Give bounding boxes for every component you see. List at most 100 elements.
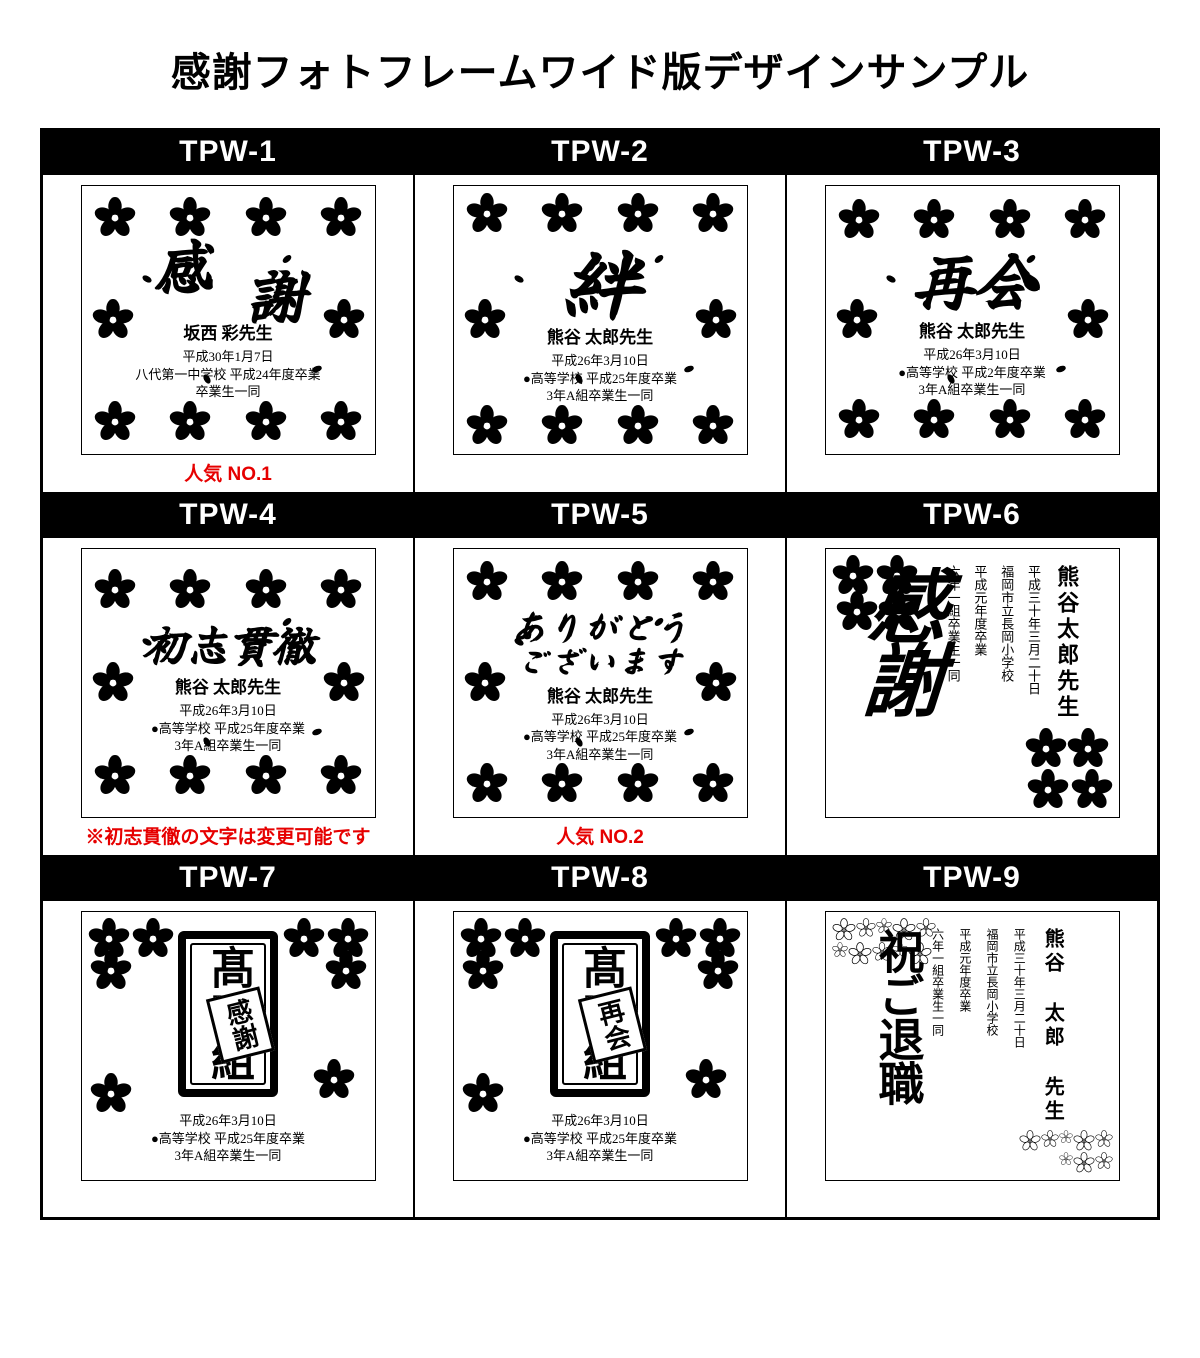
sakura-icon <box>692 405 734 447</box>
design-box: 初志貫徹 熊谷 太郎先生 平成26年3月10日 ●高等学校 平成25年度卒業3年… <box>81 548 376 818</box>
sample-grid: TPW-1 <box>40 128 1160 1220</box>
sakura-icon <box>323 299 365 341</box>
sakura-outline-icon <box>876 918 892 934</box>
design-info: 熊谷 太郎先生 平成26年3月10日 ●高等学校 平成25年度卒業3年A組卒業生… <box>523 327 677 405</box>
sample-id: TPW-3 <box>787 131 1157 175</box>
sample-id: TPW-7 <box>43 857 413 901</box>
sakura-icon <box>320 569 362 611</box>
sakura-icon <box>92 299 134 341</box>
design-box: 熊谷 太郎 先生 平成三十年三月二十日福岡市立長岡小学校平成元年度卒業六年一組卒… <box>825 911 1120 1181</box>
flower-row <box>462 763 739 805</box>
sakura-outline-icon <box>1073 1152 1095 1174</box>
sample-cell: TPW-7 <box>42 856 414 1218</box>
sakura-icon <box>245 197 287 239</box>
sakura-icon <box>1027 769 1069 811</box>
sakura-icon <box>541 561 583 603</box>
sakura-icon <box>1067 728 1109 770</box>
design-info: 熊谷 太郎先生 平成26年3月10日 ●高等学校 平成25年度卒業3年A組卒業生… <box>151 677 305 755</box>
sakura-outline-icon <box>1059 1152 1073 1166</box>
sakura-icon <box>320 755 362 797</box>
sample-cell: TPW-4 <box>42 493 414 856</box>
sakura-icon <box>541 763 583 805</box>
sakura-outline-icon <box>1095 1130 1113 1148</box>
sakura-icon <box>320 197 362 239</box>
sakura-icon <box>169 401 211 443</box>
sakura-icon <box>836 299 878 341</box>
main-brush: 感謝 <box>855 565 941 713</box>
sample-caption <box>969 822 974 848</box>
design-info: 平成26年3月10日 ●高等学校 平成25年度卒業3年A組卒業生一同 <box>151 1112 305 1165</box>
sakura-icon <box>466 561 508 603</box>
sample-id: TPW-6 <box>787 494 1157 538</box>
sakura-icon <box>92 662 134 704</box>
flower-row <box>90 755 367 797</box>
sample-caption <box>969 1185 974 1211</box>
sakura-outline-icon <box>872 942 892 962</box>
sample-cell: TPW-9 <box>786 856 1158 1218</box>
sakura-outline-icon <box>856 918 876 938</box>
design-info: 熊谷 太郎先生 平成26年3月10日 ●高等学校 平成25年度卒業3年A組卒業生… <box>523 686 677 764</box>
sakura-icon <box>462 1073 504 1115</box>
sakura-icon <box>692 763 734 805</box>
sakura-icon <box>245 401 287 443</box>
sakura-icon <box>320 401 362 443</box>
design-box: 熊谷太郎先生 平成三十年三月二十日福岡市立長岡小学校平成元年度卒業六年一組卒業生… <box>825 548 1120 818</box>
sakura-outline-icon <box>1019 1130 1041 1152</box>
sakura-icon <box>323 662 365 704</box>
sakura-icon <box>464 662 506 704</box>
sakura-outline-icon <box>892 918 916 942</box>
sample-id: TPW-9 <box>787 857 1157 901</box>
flower-row <box>90 197 367 239</box>
sample-id: TPW-4 <box>43 494 413 538</box>
teacher-vertical: 熊谷太郎先生 <box>1049 565 1084 721</box>
sakura-icon <box>466 405 508 447</box>
sakura-outline-icon <box>908 942 932 966</box>
sakura-icon <box>169 755 211 797</box>
sakura-icon <box>1025 728 1067 770</box>
sakura-icon <box>466 763 508 805</box>
sakura-outline-icon <box>916 918 936 938</box>
sample-id: TPW-1 <box>43 131 413 175</box>
sakura-icon <box>245 569 287 611</box>
sakura-outline-icon <box>832 942 848 958</box>
flower-row <box>462 405 739 447</box>
sakura-icon <box>685 1059 727 1101</box>
design-box: 髙石組 再会 平成26年3月10日 ●高等学校 平成25年度卒業3年A組卒業生一… <box>453 911 748 1181</box>
sample-cell: TPW-2 <box>414 130 786 493</box>
sample-caption <box>225 1185 230 1211</box>
design-box: 再会 熊谷 太郎先生 平成26年3月10日 ●高等学校 平成2年度卒業3年A組卒… <box>825 185 1120 455</box>
sakura-icon <box>245 755 287 797</box>
sample-cell: TPW-8 <box>414 856 786 1218</box>
sakura-outline-icon <box>1041 1130 1059 1148</box>
sample-cell: TPW-5 <box>414 493 786 856</box>
sakura-outline-icon <box>1059 1130 1073 1144</box>
sakura-icon <box>90 1073 132 1115</box>
flower-row <box>90 569 367 611</box>
sakura-icon <box>989 399 1031 441</box>
design-box: 絆 熊谷 太郎先生 平成26年3月10日 ●高等学校 平成25年度卒業3年A組卒… <box>453 185 748 455</box>
flower-row <box>462 561 739 603</box>
sample-cell: TPW-1 <box>42 130 414 493</box>
sakura-outline-icon <box>892 942 908 958</box>
sakura-icon <box>313 1059 355 1101</box>
sakura-icon <box>94 755 136 797</box>
sakura-icon <box>1064 199 1106 241</box>
sample-caption: 人気 NO.2 <box>556 822 644 849</box>
sample-caption <box>969 459 974 485</box>
sakura-icon <box>94 569 136 611</box>
sakura-icon <box>466 193 508 235</box>
sakura-icon <box>94 401 136 443</box>
page-title: 感謝フォトフレームワイド版デザインサンプル <box>40 40 1160 98</box>
sakura-icon <box>913 399 955 441</box>
design-box: 髙石組 感謝 平成26年3月10日 ●高等学校 平成25年度卒業3年A組卒業生一… <box>81 911 376 1181</box>
teacher-vertical: 熊谷 太郎 先生 <box>1036 928 1068 1124</box>
flower-row <box>90 401 367 443</box>
sakura-icon <box>1067 299 1109 341</box>
flower-row <box>834 399 1111 441</box>
sakura-icon <box>695 662 737 704</box>
sample-caption <box>597 459 602 485</box>
design-box: ありがとう ございます 熊谷 太郎先生 平成26年3月10日 ●高等学校 平成2… <box>453 548 748 818</box>
sample-caption <box>597 1185 602 1211</box>
sakura-icon <box>464 299 506 341</box>
sample-id: TPW-2 <box>415 131 785 175</box>
